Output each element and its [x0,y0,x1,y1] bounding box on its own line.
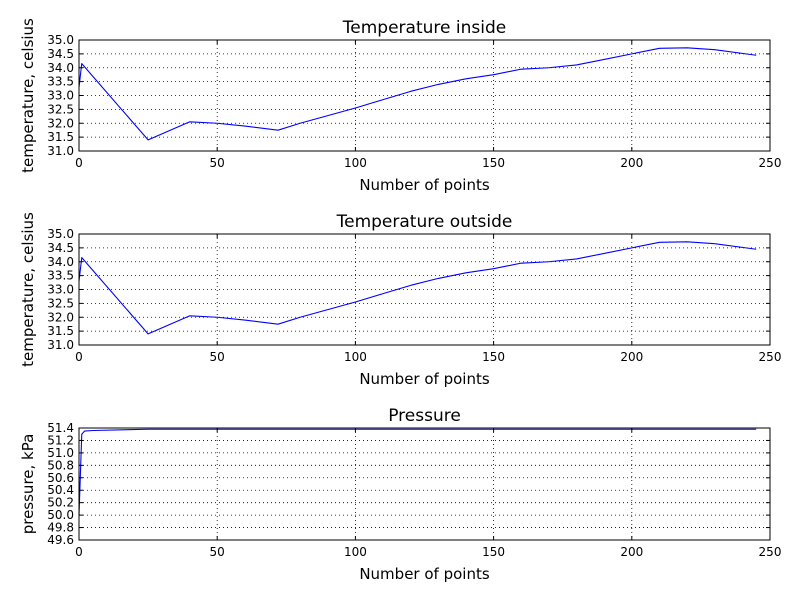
y-tick-label: 31.0 [47,338,74,352]
x-tick-label: 50 [210,545,225,559]
y-tick-label: 34.5 [47,241,74,255]
y-tick-label: 34.0 [47,61,74,75]
y-tick-label: 34.5 [47,47,74,61]
y-tick-label: 49.6 [47,533,74,547]
x-axis-label: Number of points [359,176,490,194]
x-tick-label: 100 [344,156,367,170]
y-tick-label: 51.0 [47,446,74,460]
subplot-0: 0 50 100 150 200 25031.031.532.032.533.033.53… [19,18,781,194]
y-tick-label: 33.0 [47,283,74,297]
x-axis-label: Number of points [359,565,490,583]
x-tick-label: 0 [75,545,83,559]
y-tick-label: 31.5 [47,324,74,338]
chart-title: Pressure [388,406,461,426]
y-tick-label: 50.0 [47,508,74,522]
x-axis-label: Number of points [359,370,490,388]
x-tick-label: 250 [759,350,782,364]
x-tick-label: 150 [482,350,505,364]
x-tick-label: 150 [482,545,505,559]
axes-frame [78,427,771,541]
axes-frame [78,39,771,152]
y-tick-label: 32.5 [47,102,74,116]
subplot-1: 0 50 100 150 200 25031.031.532.032.533.033.53… [19,212,781,388]
y-tick-label: 50.2 [47,496,74,510]
y-tick-label: 51.4 [47,421,74,435]
chart-title: Temperature inside [342,18,506,38]
x-tick-label: 100 [344,350,367,364]
y-tick-label: 33.5 [47,269,74,283]
axes-frame [78,233,771,346]
x-tick-label: 100 [344,545,367,559]
subplot-2: 0 50 100 150 200 25049.649.850.050.250.450.65… [19,406,781,583]
x-tick-label: 0 [75,156,83,170]
x-tick-label: 50 [210,156,225,170]
y-axis-label: pressure, kPa [19,434,37,535]
y-tick-label: 34.0 [47,255,74,269]
y-tick-label: 32.5 [47,296,74,310]
y-tick-label: 32.0 [47,116,74,130]
y-tick-label: 50.4 [47,483,74,497]
y-tick-label: 31.0 [47,144,74,158]
x-tick-label: 50 [210,350,225,364]
y-axis-label: temperature, celsius [19,212,37,367]
y-tick-label: 32.0 [47,310,74,324]
x-tick-label: 250 [759,545,782,559]
x-tick-label: 0 [75,350,83,364]
series-line [78,47,757,141]
series-line [78,241,757,335]
series-line [78,428,757,516]
y-tick-label: 35.0 [47,227,74,241]
y-tick-label: 33.5 [47,75,74,89]
x-tick-label: 200 [620,350,643,364]
y-tick-label: 35.0 [47,33,74,47]
x-tick-label: 150 [482,156,505,170]
y-tick-label: 31.5 [47,130,74,144]
y-tick-label: 50.6 [47,471,74,485]
y-tick-label: 51.2 [47,433,74,447]
x-tick-label: 200 [620,545,643,559]
y-axis-label: temperature, celsius [19,18,37,173]
x-tick-label: 250 [759,156,782,170]
x-tick-label: 200 [620,156,643,170]
chart-title: Temperature outside [336,212,513,232]
y-tick-label: 49.8 [47,521,74,535]
y-tick-label: 33.0 [47,89,74,103]
y-tick-label: 50.8 [47,458,74,472]
